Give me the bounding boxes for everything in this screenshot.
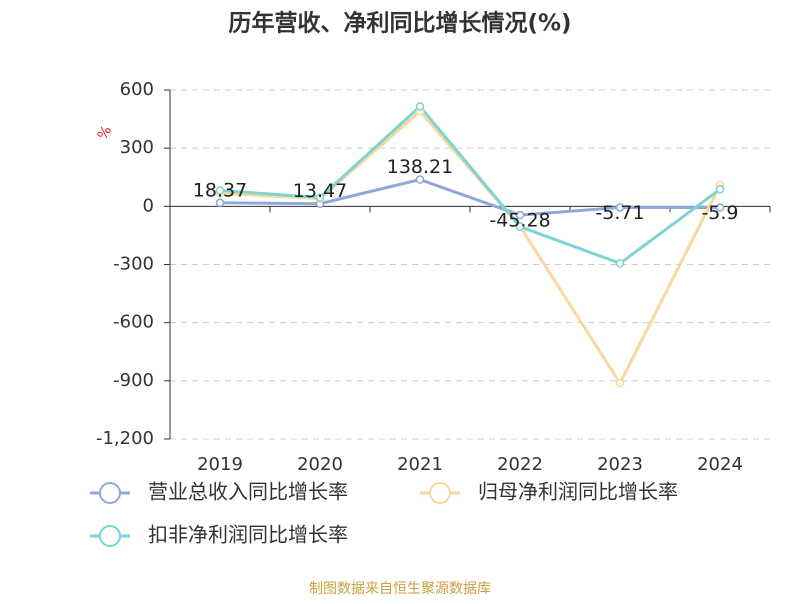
legend-marker[interactable]: [99, 482, 121, 504]
point: [315, 193, 325, 202]
data-label: -5.9: [701, 202, 738, 224]
point: [615, 378, 625, 388]
data-label: -5.71: [595, 202, 644, 224]
point: [715, 185, 725, 194]
legend-marker[interactable]: [429, 482, 451, 504]
point: [615, 203, 625, 212]
point: [515, 210, 525, 220]
legend-label[interactable]: 扣非净利润同比增长率: [148, 523, 348, 547]
y-axis-label: %: [95, 123, 116, 143]
source-note: 制图数据来自恒生聚源数据库: [309, 581, 491, 597]
x-tick-label: 2019: [197, 454, 243, 475]
series-line: [219, 109, 722, 387]
series-line: [219, 104, 721, 266]
legend-label[interactable]: 营业总收入同比增长率: [148, 480, 348, 504]
legend-label[interactable]: 归母净利润同比增长率: [478, 480, 678, 504]
y-tick-label: -900: [113, 370, 154, 391]
point: [415, 102, 425, 111]
point: [715, 203, 725, 212]
data-label: 18.37: [193, 179, 247, 201]
y-tick-label: 0: [143, 195, 154, 216]
data-label: 138.21: [387, 156, 453, 178]
chart-title: 历年营收、净利同比增长情况(%): [228, 10, 571, 37]
x-tick-label: 2020: [297, 454, 343, 475]
point: [615, 259, 625, 268]
x-tick-label: 2021: [397, 454, 443, 475]
data-label: -45.28: [489, 210, 550, 232]
point: [215, 198, 225, 208]
y-tick-label: -600: [113, 312, 154, 333]
legend-marker[interactable]: [99, 525, 121, 547]
point: [515, 222, 525, 231]
point: [415, 175, 425, 184]
y-tick-label: -1,200: [96, 428, 154, 449]
x-tick-label: 2024: [697, 454, 743, 475]
y-tick-label: -300: [113, 254, 154, 275]
y-tick-label: 600: [120, 79, 154, 100]
x-tick-label: 2023: [597, 454, 643, 475]
series-line: [219, 177, 721, 217]
data-label: 13.47: [293, 180, 347, 202]
y-tick-label: 300: [120, 137, 154, 158]
point: [215, 186, 225, 195]
x-tick-label: 2022: [497, 454, 543, 475]
